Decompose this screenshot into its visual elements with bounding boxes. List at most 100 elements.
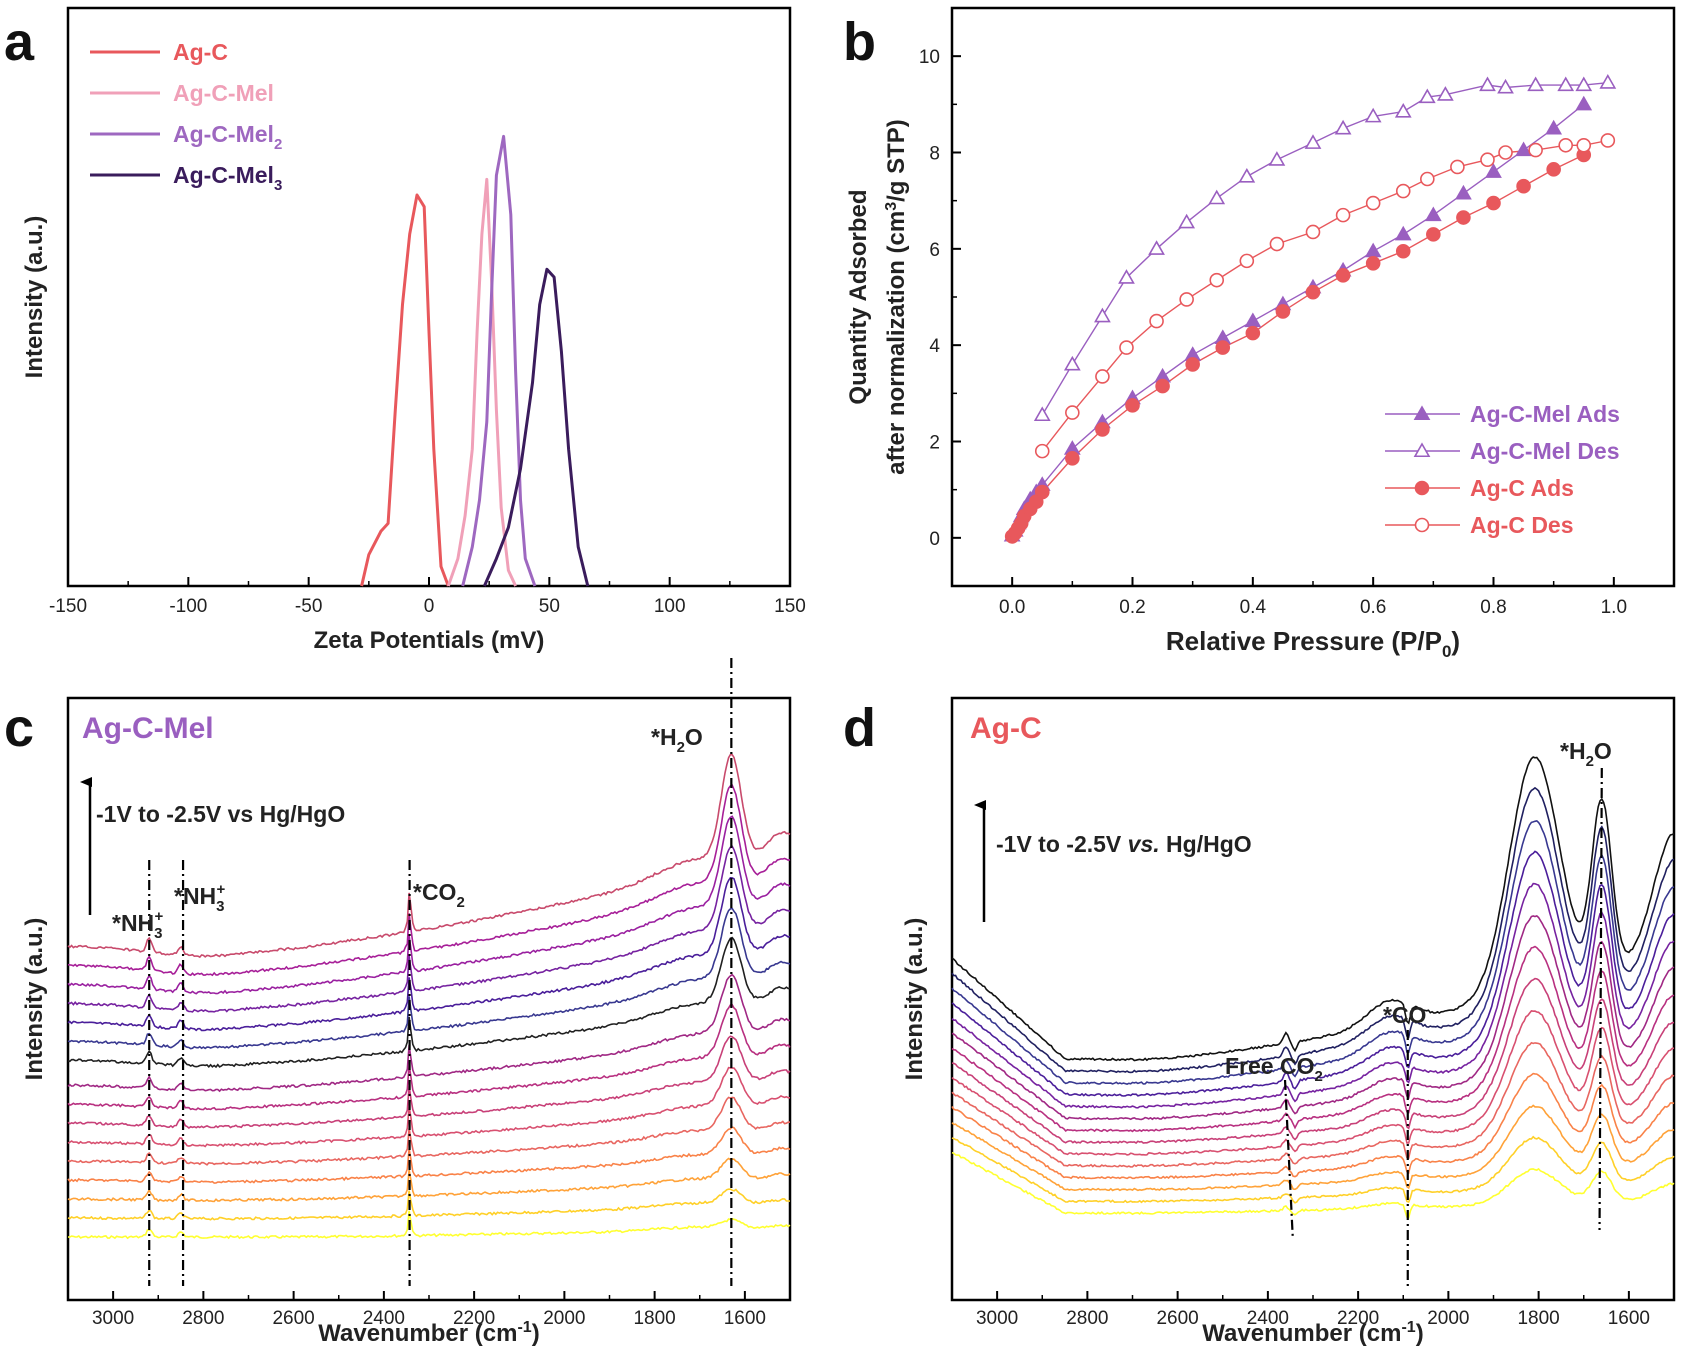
series-line-3: [461, 134, 537, 587]
x-tick-label: -100: [169, 596, 207, 617]
panel-c-peak-markers: [148, 658, 733, 1286]
x-tick-label: 3000: [92, 1308, 134, 1329]
panel-a-plot: [360, 134, 590, 587]
x-tick-label: 0.6: [1360, 597, 1386, 618]
data-point-circle: [1185, 357, 1200, 372]
x-tick-label: 100: [654, 596, 686, 617]
x-tick-label: 2400: [1247, 1308, 1289, 1329]
data-point-circle: [1546, 162, 1561, 177]
data-point-circle: [1335, 268, 1351, 283]
spectrum-line-8: [67, 1003, 791, 1111]
data-point-circle: [1269, 236, 1285, 252]
data-point-triangle: [1334, 119, 1352, 135]
spectrum-line-3: [67, 1157, 791, 1203]
x-tick-label: 1600: [724, 1308, 766, 1329]
data-point-triangle: [1094, 307, 1111, 323]
x-tick-label: 0: [424, 596, 435, 617]
data-point-triangle: [1557, 76, 1575, 92]
data-point-circle: [1119, 340, 1134, 355]
peak-label-nh3-2: *NH3+: [174, 881, 226, 915]
panel-b-axes: 0.0 0.2 0.4 0.6 0.8 1.0 0 2 4 6 8 10: [919, 7, 1675, 618]
spectrum-line-11: [951, 850, 1675, 1097]
y-tick-label: 2: [929, 433, 940, 454]
spectrum-line-4: [951, 1072, 1675, 1180]
spectrum-line-5: [67, 1096, 791, 1166]
data-point-circle: [1395, 243, 1411, 259]
data-point-circle: [1095, 369, 1110, 384]
data-point-triangle: [1148, 240, 1165, 255]
peak-label-free-co2: Free CO2: [1225, 1053, 1323, 1085]
data-point-triangle: [1033, 406, 1051, 422]
peak-label-h2o-d: *H2O: [1560, 738, 1612, 770]
x-tick-label: -150: [49, 596, 87, 617]
spectrum-line-2: [67, 1188, 791, 1221]
data-point-triangle: [1063, 355, 1081, 371]
spectrum-line-7: [951, 977, 1675, 1145]
data-point-triangle: [1455, 184, 1472, 200]
legend-label: Ag-C: [173, 39, 228, 65]
data-point-triangle: [1244, 312, 1262, 328]
x-tick-label: 1.0: [1601, 597, 1627, 618]
data-point-triangle: [1178, 213, 1196, 229]
panel-d-title: Ag-C: [970, 712, 1042, 745]
data-point-circle: [1395, 183, 1411, 199]
panel-a-letter: a: [4, 12, 35, 72]
spectrum-line-6: [951, 1010, 1675, 1156]
data-point-circle: [1275, 304, 1291, 319]
panel-d-x-label: Wavenumber (cm-1): [1202, 1319, 1423, 1347]
panel-b-letter: b: [843, 12, 876, 72]
panel-b-y-label-line2: after normalization (cm3/g STP): [883, 119, 910, 475]
data-point-triangle: [1413, 442, 1431, 458]
data-point-circle: [1498, 145, 1513, 160]
data-point-triangle: [1575, 95, 1593, 111]
data-point-triangle: [1545, 119, 1563, 135]
data-point-triangle: [1394, 225, 1412, 241]
panel-a-x-axis: -150 -100 -50 0 50 100 150: [49, 577, 806, 617]
x-tick-label: 2800: [1066, 1308, 1108, 1329]
data-point-circle: [1600, 133, 1616, 148]
panel-b-y-label-line1: Quantity Adsorbed: [845, 189, 872, 404]
x-tick-label: 0.2: [1119, 597, 1145, 618]
panel-d-x-axis: 3000 2800 2600 2400 2200 2000 1800 1600: [951, 1291, 1675, 1329]
y-tick-label: 4: [929, 336, 940, 357]
spectrum-line-7: [67, 1035, 791, 1130]
spectrum-line-13: [951, 786, 1675, 1074]
data-point-circle: [1420, 171, 1435, 187]
spectrum-line-14: [951, 756, 1675, 1062]
data-point-circle: [1528, 142, 1543, 158]
spectrum-line-1: [67, 1210, 791, 1240]
panel-b-x-label: Relative Pressure (P/P0): [1166, 626, 1460, 661]
panel-b: b 0.0 0.2 0.4 0.6 0.8 1.0 0 2 4 6 8 10 Ag-C-Mel Ads…: [843, 6, 1676, 661]
data-point-circle: [1065, 451, 1080, 466]
panel-a-legend: Ag-C Ag-C-Mel Ag-C-Mel2 Ag-C-Mel3: [90, 39, 282, 194]
spectrum-line-4: [67, 1126, 791, 1184]
x-tick-label: 0.4: [1240, 597, 1267, 618]
panel-c-arrow-text: -1V to -2.5V vs Hg/HgO: [96, 801, 345, 827]
data-point-circle: [1486, 195, 1501, 211]
panel-c-frame: [66, 696, 792, 1302]
data-point-triangle: [1436, 86, 1454, 101]
data-point-triangle: [1497, 78, 1514, 94]
panel-a-x-label: Zeta Potentials (mV): [314, 627, 545, 654]
spectrum-line-9: [67, 973, 791, 1093]
x-tick-label: -50: [295, 596, 322, 617]
data-point-circle: [1209, 272, 1225, 288]
panel-a: a -150 -100 -50 0 50 100 150 Ag-C Ag-C-Mel Ag-C-…: [4, 6, 806, 654]
spectrum-line-15: [67, 784, 791, 977]
spectrum-line-3: [951, 1104, 1675, 1192]
y-tick-label: 8: [929, 144, 940, 165]
data-point-circle: [1149, 313, 1164, 329]
x-tick-label: 150: [774, 596, 806, 617]
data-point-triangle: [1418, 88, 1436, 104]
data-point-triangle: [1424, 206, 1442, 222]
panel-d-plot: [951, 756, 1675, 1219]
panel-c-title: Ag-C-Mel: [82, 712, 214, 745]
data-point-triangle: [1515, 141, 1532, 157]
data-point-circle: [1456, 210, 1471, 225]
data-point-circle: [1365, 195, 1381, 211]
x-tick-label: 2000: [543, 1308, 585, 1329]
spectrum-line-14: [67, 815, 791, 995]
data-point-circle: [1450, 159, 1465, 175]
data-point-circle: [1155, 378, 1170, 394]
data-point-circle: [1576, 137, 1592, 153]
